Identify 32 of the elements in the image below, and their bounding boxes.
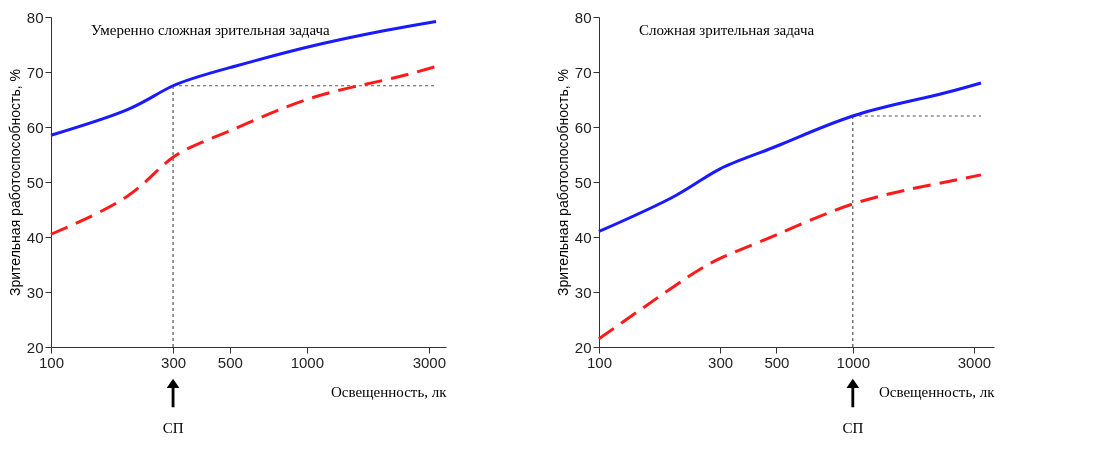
x-tick-label: 1000 xyxy=(836,353,870,371)
y-tick-label: 70 xyxy=(574,63,592,81)
x-axis-title: Освещенность, лк xyxy=(878,383,996,400)
y-tick-label: 20 xyxy=(26,338,44,356)
x-tick-label: 300 xyxy=(161,353,187,371)
x-tick-label: 100 xyxy=(38,353,65,371)
y-tick-label: 30 xyxy=(574,283,592,301)
y-tick-label: 70 xyxy=(26,63,44,81)
y-axis-title: Зрительная работоспособность, % xyxy=(6,69,23,296)
y-tick-label: 50 xyxy=(26,173,44,191)
x-tick-label: 3000 xyxy=(957,353,992,371)
y-tick-label: 40 xyxy=(26,228,44,246)
y-tick-label: 60 xyxy=(26,118,44,136)
x-tick-label: 3000 xyxy=(412,353,447,371)
y-tick-label: 80 xyxy=(574,8,592,26)
chart-title: Сложная зрительная задача xyxy=(639,22,815,38)
y-tick-label: 80 xyxy=(26,8,44,26)
x-tick-label: 300 xyxy=(708,353,734,371)
y-tick-label: 30 xyxy=(26,283,44,301)
x-tick-label: 500 xyxy=(217,353,243,371)
y-tick-label: 60 xyxy=(574,118,592,136)
y-tick-label: 40 xyxy=(574,228,592,246)
x-tick-label: 500 xyxy=(764,353,790,371)
x-axis-title: Освещенность, лк xyxy=(330,383,448,400)
y-tick-label: 50 xyxy=(574,173,592,191)
text: СП xyxy=(162,420,184,436)
chart-title: Умеренно сложная зрительная задача xyxy=(91,22,331,38)
y-axis-title: Зрительная работоспособность, % xyxy=(554,69,571,296)
y-tick-label: 20 xyxy=(574,338,592,356)
x-tick-label: 100 xyxy=(586,353,613,371)
text: СП xyxy=(842,420,864,436)
x-tick-label: 1000 xyxy=(290,353,325,371)
